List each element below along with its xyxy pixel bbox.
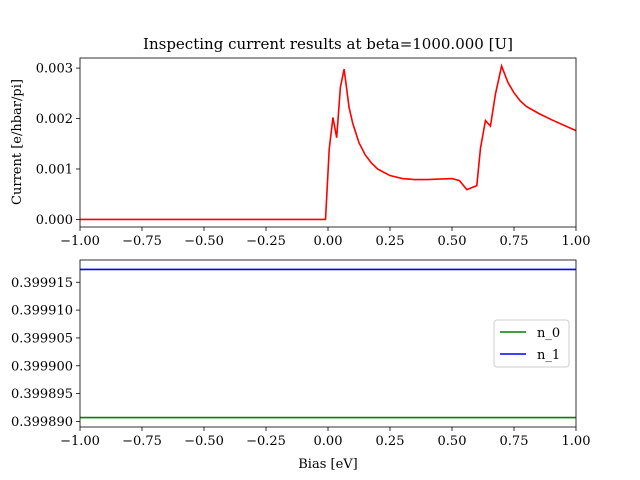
y-tick-label: 0.000 [36,213,73,228]
y-tick-label: 0.399890 [11,415,73,430]
x-tick-label: −1.00 [60,234,100,249]
legend-label-n1: n_1 [537,348,560,363]
y-tick-label: 0.002 [36,112,73,127]
current-plot: Inspecting current results at beta=1000.… [10,35,590,249]
x-tick-label: 1.00 [562,234,591,249]
x-tick-label: 0.00 [314,234,343,249]
top-plot-title: Inspecting current results at beta=1000.… [143,35,513,53]
x-tick-label: 0.75 [500,234,529,249]
x-tick-label: 0.75 [500,434,529,449]
top-plot-ticks: −1.00 −0.75 −0.50 −0.25 0.00 0.25 0.50 0.75 1.00… [36,62,591,249]
legend: n_0 n_1 [493,319,570,368]
x-tick-label: 0.50 [438,434,467,449]
x-tick-label: 0.00 [314,434,343,449]
current-series-line [80,63,577,221]
x-tick-label: 0.50 [438,234,467,249]
top-plot-frame [79,57,577,228]
y-tick-label: 0.399895 [11,387,73,402]
occupation-plot: Bias [eV] −1.00 −0.75 −0.50 −0.25 0.00 0.25 0.… [11,259,591,472]
top-plot-ylabel: Current [e/hbar/pi] [10,79,25,205]
x-tick-label: −0.75 [122,434,162,449]
x-tick-label: 0.25 [376,234,405,249]
bottom-plot-frame [79,259,577,428]
bottom-plot-ticks: −1.00 −0.75 −0.50 −0.25 0.00 0.25 0.50 0.75 1.00… [11,276,591,449]
y-tick-label: 0.399915 [11,276,73,291]
legend-label-n0: n_0 [537,326,560,341]
y-tick-label: 0.001 [36,162,73,177]
x-tick-label: −1.00 [60,434,100,449]
y-tick-label: 0.003 [36,62,73,77]
x-tick-label: −0.25 [246,434,286,449]
x-tick-label: −0.75 [122,234,162,249]
x-tick-label: −0.50 [184,434,224,449]
y-tick-label: 0.399910 [11,304,73,319]
x-tick-label: 1.00 [562,434,591,449]
y-tick-label: 0.399905 [11,331,73,346]
y-tick-label: 0.399900 [11,359,73,374]
x-tick-label: −0.25 [246,234,286,249]
x-tick-label: −0.50 [184,234,224,249]
bottom-plot-xlabel: Bias [eV] [298,457,358,472]
x-tick-label: 0.25 [376,434,405,449]
